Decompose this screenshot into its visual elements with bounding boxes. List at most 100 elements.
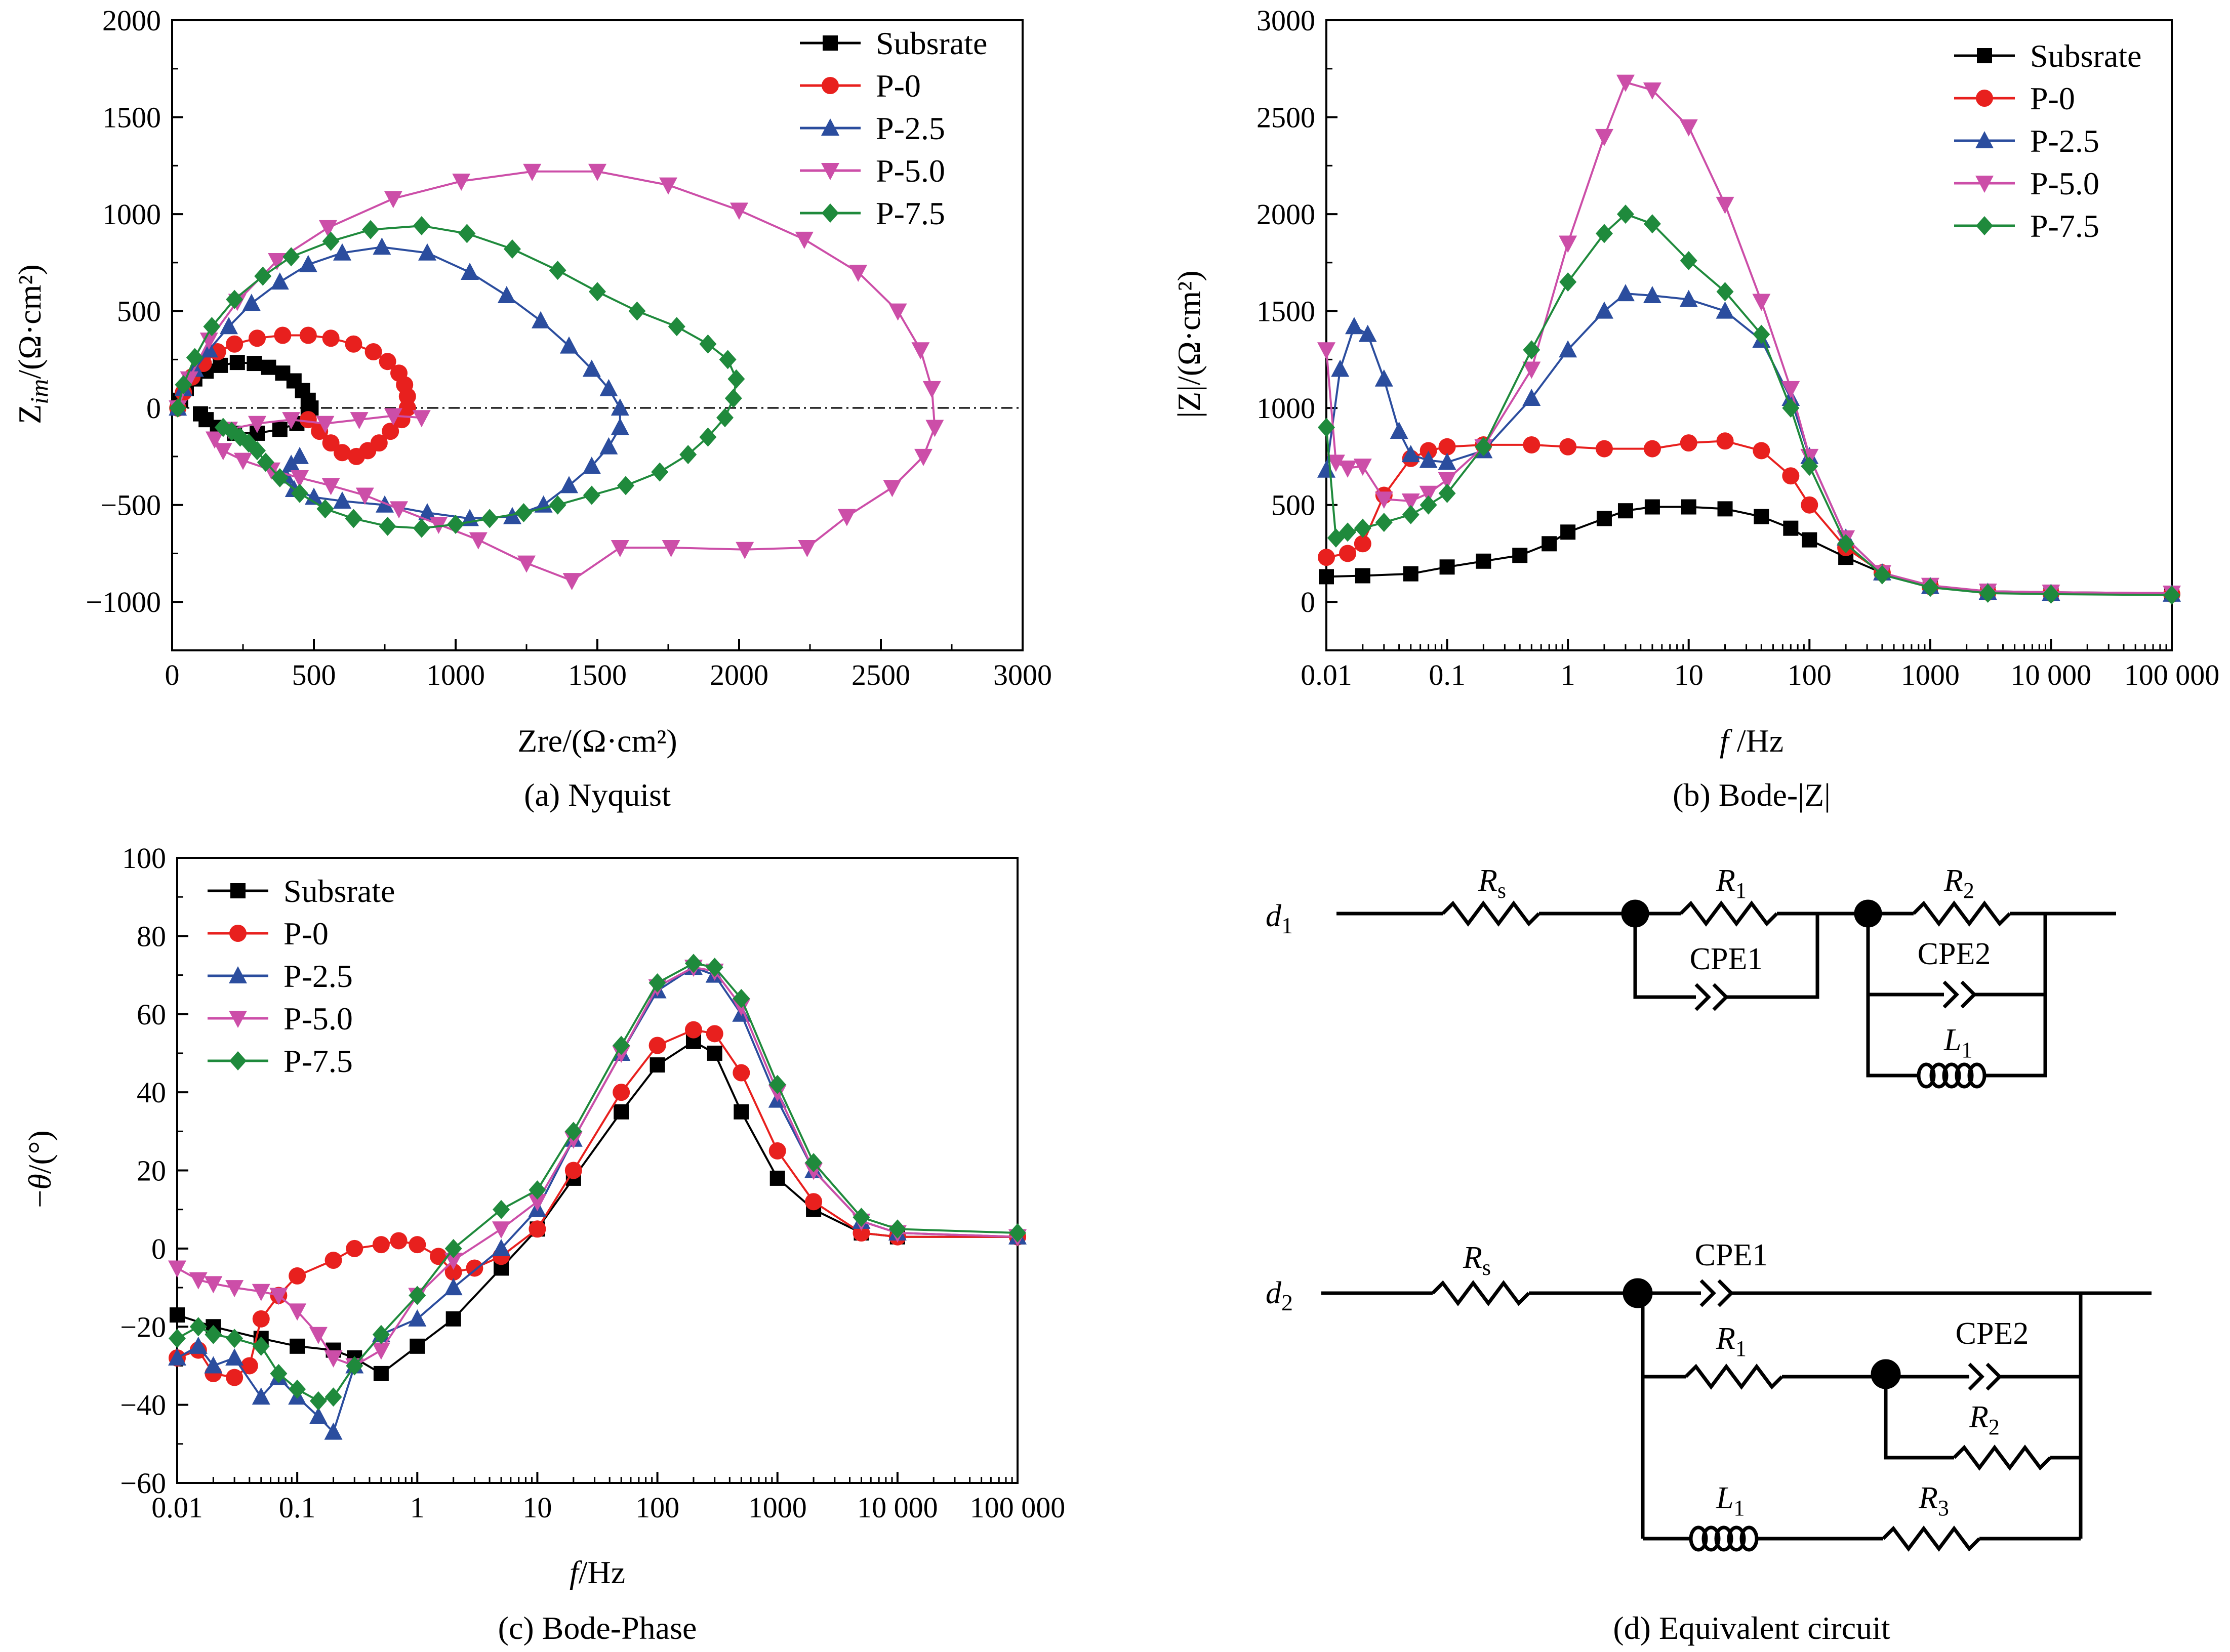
bode-phase-series-p-0-point [346,1240,363,1257]
d2-l1-label: L1 [1716,1481,1745,1520]
circuit-d1-label: d1 [1266,899,1293,938]
nyquist-series-p-5-0-point [730,202,748,220]
bode-z-series-p-7-5 [1318,204,2180,605]
nyquist-series-p-2-5-point [560,336,578,354]
bode-phase-series-p-2-5-point [189,1336,208,1354]
d2-rs-resistor [1431,1280,1530,1306]
bode-phase-series-p-7-5-point [309,1391,327,1411]
d1-cpe1 [1712,983,1729,1011]
bode-phase-series-p-0-point [613,1084,630,1101]
d2-cpe1 [1717,1279,1734,1307]
bode-phase-series-p-7-5-point [733,988,750,1008]
bode-z-series-p-0-point [1420,442,1437,460]
bode-z-series-p-5-0-point [1643,82,1661,100]
d1-l1-label: L1 [1943,1023,1972,1062]
nyquist-y-tick-label: 1000 [102,198,161,231]
nyquist-series-p-5-0-point [199,333,218,350]
nyquist-series-p-5-0-point [914,448,932,466]
d2-l1-inductor [1689,1525,1759,1552]
nyquist-series-p-0-point [299,326,317,344]
nyquist-series-subsrate-point [261,359,276,375]
d2-wire [1884,1377,1954,1460]
bode-phase-series-p-7-5-point [853,1208,870,1227]
nyquist-series-p-7-5-point [549,495,566,515]
bode-z-x-tick-label: 100 000 [2124,658,2220,691]
bode-phase-series-p-7-5-point [409,1286,426,1305]
nyquist-series-p-7-5-point [291,483,308,503]
bode-phase-y-tick-label: 80 [137,920,166,953]
legend-label: P-2.5 [283,958,353,994]
d1-l1-inductor [1917,1062,1986,1089]
nyquist-series-p-2-5-point [305,487,323,505]
d1-r2-label: R2 [1943,863,1974,903]
nyquist-x-tick-label: 1000 [426,658,485,691]
bode-z-series-p-2-5-point [1374,369,1393,387]
legend-label: P-7.5 [2030,208,2099,244]
bode-phase-series-p-0-point [409,1236,426,1254]
nyquist-series-p-5-0-point [911,342,930,360]
bode-z-series-p-5-0-point [1438,472,1456,489]
bode-z-series-p-7-5-point [1643,214,1661,234]
bode-z-series-subsrate-point [1319,569,1334,585]
bode-z-series-p-7-5-point [1837,534,1855,554]
bode-z-series-subsrate-point [1439,559,1455,575]
nyquist-series-p-7-5-point [458,224,476,243]
bode-z-series-p-2-5-point [1419,450,1438,468]
nyquist-series-p-7-5-point [679,445,697,465]
bode-z-series-p-5-0-point [1752,294,1771,311]
bode-z-series-p-0-point [1643,440,1661,458]
nyquist-series-p-2-5-point [611,418,629,435]
legend-label: P-7.5 [876,195,945,231]
nyquist-series-subsrate-point [272,422,288,437]
bode-phase-series-p-0-point [805,1193,823,1211]
nyquist-series-p-7-5-point [504,239,521,259]
nyquist-y-tick-label: −500 [100,489,161,522]
nyquist-series-p-0-point [348,447,365,465]
bode-z-series-subsrate-point [1512,548,1528,563]
bode-z-series-p-5-0-point [1419,485,1438,503]
bode-z-series-p-0-point [1782,467,1800,485]
d2-r2-resistor [1953,1444,2052,1471]
bode-z-series-p-2-5-point [1438,452,1456,470]
bode-z-plot-frame [1325,19,2173,651]
nyquist-series-p-7-5-point [413,518,430,538]
bode-z-series-p-7-5-point [1753,324,1770,344]
bode-z-y-tick-label: 0 [1301,586,1315,618]
bode-z-x-tick-label: 1 [1561,658,1575,691]
legend-marker [822,77,839,94]
nyquist-series-p-5-0-point [798,540,817,557]
bode-phase-series-p-0-point [240,1357,258,1375]
d2-r1-resistor [1684,1364,1783,1390]
legend-marker [1975,176,1994,193]
bode-z-series-p-0-point [1801,496,1818,514]
nyquist-series-p-7-5-point [175,375,192,395]
bode-phase-series-p-7-5-point [444,1238,462,1258]
bode-phase-y-tick-label: 20 [137,1154,166,1187]
bode-z-series-subsrate-point [1403,566,1418,582]
bode-z-series-p-0-point [1595,440,1613,458]
bode-phase-series-p-5-0-point [168,1260,186,1278]
bode-phase-series-p-7-5-point [888,1219,906,1239]
d1-cpe2 [1960,980,1977,1009]
nyquist-series-p-7-5-point [186,348,204,367]
nyquist-series-p-7-5-point [724,389,742,408]
nyquist-series-p-7-5-point [271,468,289,488]
bode-phase-series-p-5-0-point [309,1327,328,1344]
legend-marker [229,925,247,942]
bode-phase-series-p-0-point [706,1025,723,1043]
bode-z-y-tick-label: 1000 [1256,392,1315,425]
nyquist-series-p-7-5-point [549,261,566,280]
nyquist-series-p-5-0-point [316,416,335,433]
d2-rs-label: Rs [1463,1241,1491,1280]
bode-z-series-p-0-point [1753,442,1770,460]
bode-z-series-p-2-5-point [1679,290,1698,307]
nyquist-series-p-5-0-point [736,542,754,559]
bode-z-series-p-5-0-point [1559,235,1577,253]
nyquist-series-p-2-5-point [373,237,391,255]
legend-marker [1976,90,1993,107]
nyquist-series-p-7-5 [169,216,745,538]
bode-phase-series-p-7-5-point [189,1317,207,1337]
bode-z-series-p-0-point [1559,438,1577,456]
d1-rs-resistor [1441,900,1540,927]
bode-phase-series-p-0-point [529,1220,546,1238]
